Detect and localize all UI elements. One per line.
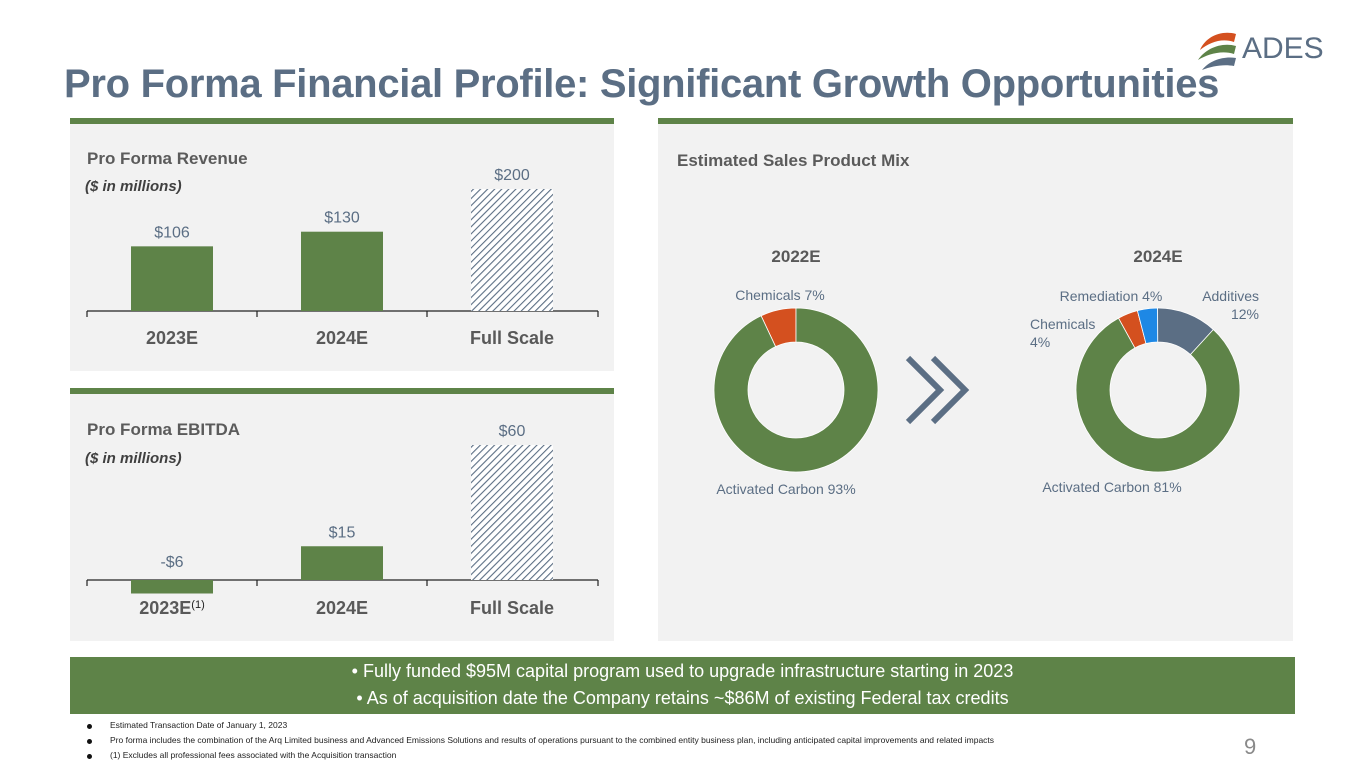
- bar-full-scale: [471, 189, 553, 311]
- category-label: 2024E: [316, 598, 368, 618]
- category-label: 2024E: [316, 328, 368, 348]
- slice-label: Activated Carbon 81%: [1042, 479, 1181, 495]
- panel-accent-bar: [70, 118, 614, 124]
- banner-line-2: • As of acquisition date the Company ret…: [356, 688, 1009, 708]
- data-label: $130: [324, 210, 360, 227]
- ades-logo-icon: [1198, 32, 1236, 70]
- data-label: $60: [499, 423, 526, 440]
- panel-accent-bar: [70, 388, 614, 394]
- panel-accent-bar: [658, 118, 1293, 124]
- data-label: $15: [329, 524, 356, 541]
- slice-label: 12%: [1231, 306, 1259, 322]
- data-label: -$6: [160, 554, 183, 571]
- slice-label: Additives: [1202, 288, 1259, 304]
- footnote-bullet: [87, 739, 92, 744]
- ades-logo: ADES: [1196, 28, 1326, 74]
- ebitda-chart: -$6 2023E(1) $15 2024E $60 Full Scale: [86, 423, 599, 618]
- footnote-3: (1) Excludes all professional fees assoc…: [110, 750, 397, 760]
- revenue-title: Pro Forma Revenue: [87, 149, 248, 168]
- bar-2023e: [131, 580, 213, 594]
- category-label: Full Scale: [470, 598, 554, 618]
- data-label: $200: [494, 167, 530, 184]
- pie-title: 2022E: [771, 247, 820, 266]
- slice-label: Chemicals 7%: [735, 287, 824, 303]
- slice-activated-carbon: [713, 307, 879, 473]
- bar-2024e: [301, 546, 383, 580]
- slice-label: Activated Carbon 93%: [716, 481, 855, 497]
- footnote-bullet: [87, 724, 92, 729]
- footnote-1: Estimated Transaction Date of January 1,…: [110, 720, 288, 730]
- footnote-bullet: [87, 754, 92, 759]
- highlights-banner: • Fully funded $95M capital program used…: [70, 657, 1295, 714]
- bar-full-scale: [471, 445, 553, 580]
- bar-2024e: [301, 231, 383, 311]
- revenue-chart: $106 2023E $130 2024E $200 Full Scale: [86, 167, 599, 348]
- category-label: 2023E: [146, 328, 198, 348]
- slice-activated-carbon: [1075, 317, 1241, 473]
- slice-label: Chemicals: [1030, 316, 1095, 332]
- product-mix-charts: 2022E 2024E Chemicals 7% Activated Carbon 9…: [713, 247, 1259, 497]
- banner-line-1: • Fully funded $95M capital program used…: [351, 661, 1014, 681]
- ebitda-subtitle: ($ in millions): [85, 450, 182, 467]
- ebitda-title: Pro Forma EBITDA: [87, 420, 241, 439]
- pie-title: 2024E: [1133, 247, 1182, 266]
- product-mix-panel: Estimated Sales Product Mix 2022E 2024E Ch…: [658, 118, 1293, 641]
- slice-label: 4%: [1030, 334, 1050, 350]
- ebitda-panel: Pro Forma EBITDA ($ in millions) -$6 2023…: [70, 388, 614, 641]
- page-number: 9: [1244, 734, 1257, 759]
- category-label: Full Scale: [470, 328, 554, 348]
- bar-2023e: [131, 246, 213, 311]
- product-mix-title: Estimated Sales Product Mix: [677, 151, 910, 170]
- revenue-subtitle: ($ in millions): [85, 178, 182, 195]
- data-label: $106: [154, 224, 190, 241]
- logo-text: ADES: [1242, 32, 1324, 65]
- category-label: 2023E(1): [139, 598, 205, 618]
- revenue-panel: Pro Forma Revenue ($ in millions) $106 20…: [70, 118, 614, 371]
- footnote-2: Pro forma includes the combination of th…: [110, 735, 995, 745]
- double-chevron-icon: [905, 355, 970, 425]
- slice-label: Remediation 4%: [1060, 288, 1163, 304]
- page-title: Pro Forma Financial Profile: Significant…: [64, 62, 1220, 106]
